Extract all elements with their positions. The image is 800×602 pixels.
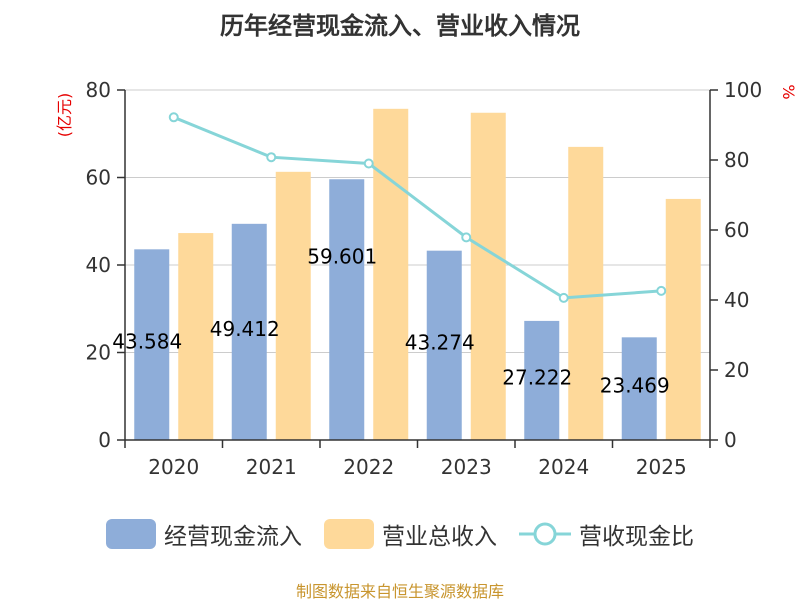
right-axis-tick-label: 0 (724, 428, 737, 452)
bars (134, 108, 701, 441)
right-axis-tick-label: 60 (724, 218, 749, 242)
left-axis-tick-label: 40 (86, 253, 111, 277)
ratio-point (266, 152, 277, 163)
data-label-cash-inflow: 43.584 (112, 330, 182, 354)
legend-label-ratio: 营收现金比 (579, 524, 694, 550)
right-axis-tick-label: 40 (724, 288, 749, 312)
legend-swatch-revenue (324, 519, 374, 549)
x-axis-tick-label: 2025 (636, 455, 687, 479)
left-axis-unit: (亿元) (55, 93, 74, 138)
grid-lines (125, 89, 710, 353)
bar-revenue (373, 108, 409, 440)
legend-item-cash-inflow: 经营现金流入 (106, 517, 302, 551)
right-axis-tick-label: 100 (724, 78, 762, 102)
legend-swatch-ratio (519, 522, 571, 546)
bar-revenue (665, 198, 701, 440)
ratio-point (656, 285, 667, 296)
data-label-cash-inflow: 59.601 (307, 245, 377, 269)
axes: 0 20 40 60 80 0 20 40 60 80 100 2020 2021 2022 2023 202… (86, 78, 763, 479)
x-axis-tick-label: 2020 (148, 455, 199, 479)
bar-cash-inflow (621, 337, 657, 440)
x-axis-tick-label: 2023 (441, 455, 492, 479)
legend-item-revenue: 营业总收入 (324, 517, 497, 551)
bar-revenue (568, 146, 604, 440)
legend-item-ratio: 营收现金比 (519, 517, 694, 551)
legend-label-revenue: 营业总收入 (382, 524, 497, 550)
bar-cash-inflow (524, 320, 560, 440)
data-label-cash-inflow: 43.274 (405, 330, 475, 354)
ratio-point (461, 232, 472, 243)
bar-cash-inflow (231, 223, 267, 440)
bar-cash-inflow (329, 179, 365, 441)
data-labels: 43.584 49.412 59.601 43.274 27.222 23.469 (112, 245, 669, 398)
bar-cash-inflow (426, 250, 462, 440)
chart-title: 历年经营现金流入、营业收入情况 (220, 12, 580, 40)
bar-revenue (470, 112, 506, 440)
ratio-line (168, 112, 667, 303)
data-label-cash-inflow: 23.469 (600, 374, 670, 398)
ratio-point (168, 112, 179, 123)
bar-revenue (275, 171, 311, 440)
data-source-note: 制图数据来自恒生聚源数据库 (295, 582, 504, 601)
bar-cash-inflow (134, 249, 170, 440)
right-axis-tick-label: 80 (724, 148, 749, 172)
data-label-cash-inflow: 49.412 (210, 317, 280, 341)
x-axis-tick-label: 2021 (246, 455, 297, 479)
left-axis-tick-label: 20 (86, 341, 111, 365)
x-axis-tick-label: 2022 (343, 455, 394, 479)
ratio-line-path (173, 115, 662, 300)
left-axis-tick-label: 80 (86, 78, 111, 102)
ratio-point (558, 292, 569, 303)
ratio-point (363, 158, 374, 169)
left-axis-tick-label: 0 (98, 428, 111, 452)
right-axis-unit: % (779, 84, 798, 99)
bar-revenue (178, 233, 214, 440)
x-axis-tick-label: 2024 (538, 455, 589, 479)
data-label-cash-inflow: 27.222 (502, 365, 572, 389)
right-axis-tick-label: 20 (724, 358, 749, 382)
legend: 经营现金流入 营业总收入 营收现金比 (0, 514, 800, 554)
legend-swatch-cash-inflow (106, 519, 156, 549)
legend-label-cash-inflow: 经营现金流入 (164, 524, 302, 550)
left-axis-tick-label: 60 (86, 166, 111, 190)
